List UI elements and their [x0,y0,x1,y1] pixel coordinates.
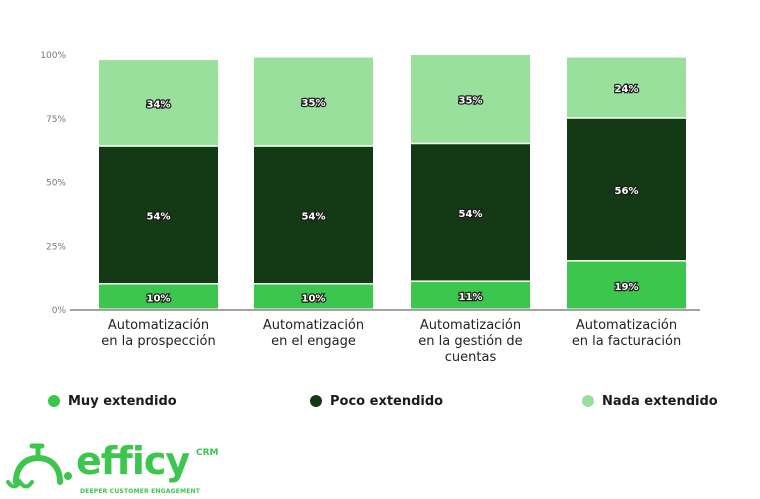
bar-segment [411,281,530,309]
category-label: Automatización en el engage [263,318,364,349]
bar-segment [254,146,373,283]
legend-item-poco-extendido: Poco extendido [310,389,443,413]
bar-segment [254,57,373,146]
legend-dot-icon [48,395,60,407]
y-tick-label: 100% [40,51,66,61]
data-label: 19% [615,282,639,293]
logo-crm: CRM [196,448,219,458]
bar-segment [99,60,218,146]
bars [99,55,686,309]
legend-label: Poco extendido [330,393,444,409]
bar-segment [99,284,218,309]
bar-segment [254,284,373,309]
data-label: 54% [459,209,483,220]
legend-label: Nada extendido [602,393,718,409]
data-label: 54% [302,212,326,223]
bar-segment [567,118,686,261]
submarine-icon [6,443,72,489]
bar-segment [567,261,686,309]
data-label: 10% [302,293,326,304]
stacked-bar-chart: 0% 25% 50% 75% 100% 10% 54% 34% 10% 54% 35% 11% 54%… [40,51,700,365]
data-label: 24% [615,84,639,95]
efficy-logo: efficy CRM DEEPER CUSTOMER ENGAGEMENT [0,438,260,499]
data-label: 10% [147,293,171,304]
y-tick-label: 25% [46,242,66,252]
logo-tagline: DEEPER CUSTOMER ENGAGEMENT [80,488,201,495]
bar-segment [411,144,530,281]
legend-item-muy-extendido: Muy extendido [48,389,177,413]
y-axis-ticks: 0% 25% 50% 75% 100% [40,51,66,316]
legend-label: Muy extendido [68,393,177,409]
data-labels: 10% 54% 34% 10% 54% 35% 11% 54% 35% 19% 56% 24% [145,83,639,305]
legend: Muy extendido Poco extendido Nada extend… [0,389,760,413]
data-label: 56% [615,186,639,197]
legend-dot-icon [582,395,594,407]
category-label: Automatización en la prospección [101,318,215,349]
data-label: 54% [147,212,171,223]
data-label: 11% [459,292,483,303]
legend-dot-icon [310,395,322,407]
data-label: 34% [147,99,171,110]
y-tick-label: 75% [46,115,66,125]
category-labels: Automatización en la prospección Automatiz… [101,318,681,365]
data-label: 35% [302,98,326,109]
y-tick-label: 0% [52,306,67,316]
logo-wordmark: efficy [76,439,190,483]
category-label: Automatización en la gestión de cuentas [418,318,522,365]
y-tick-label: 50% [46,179,66,189]
legend-item-nada-extendido: Nada extendido [582,389,718,413]
bar-segment [411,55,530,143]
bar-segment [99,146,218,283]
bar-segment [567,57,686,118]
data-label: 35% [459,96,483,107]
category-label: Automatización en la facturación [572,318,681,349]
